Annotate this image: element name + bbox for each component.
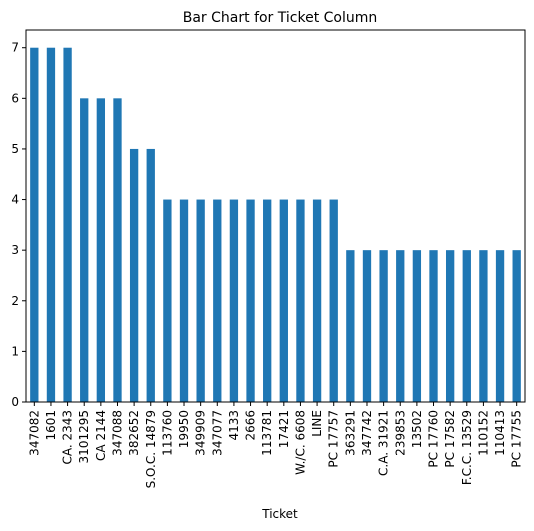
bar-17: [312, 199, 322, 402]
bar-19: [346, 250, 355, 402]
bar-2: [63, 47, 72, 402]
x-tick-label: 17421: [277, 410, 291, 448]
bar-3: [80, 98, 89, 402]
x-tick-label: 347088: [110, 410, 124, 456]
bar-28: [495, 250, 505, 402]
x-tick-label: 110152: [476, 410, 490, 456]
x-tick-label: 347077: [210, 410, 224, 456]
bar-15: [279, 199, 288, 402]
y-tick-label: 2: [11, 294, 19, 308]
bar-5: [113, 98, 122, 402]
bar-10: [196, 199, 205, 402]
bar-23: [412, 250, 422, 402]
x-tick-label: CA. 2343: [61, 410, 75, 465]
bars-group: [30, 47, 521, 402]
bar-26: [462, 250, 471, 402]
x-axis: 347082 1601 CA. 2343 3101295 CA 2144 347088 38…: [27, 402, 524, 488]
chart-title: Bar Chart for Ticket Column: [183, 10, 378, 26]
x-tick-label: 347082: [27, 410, 41, 456]
x-tick-label: F.C.C. 13529: [460, 410, 474, 485]
x-tick-label: 349909: [194, 410, 208, 456]
bar-1: [46, 47, 56, 402]
y-tick-label: 0: [11, 395, 19, 409]
x-tick-label: C.A. 31921: [377, 410, 391, 476]
x-tick-label: PC 17755: [510, 410, 524, 468]
y-tick-label: 4: [11, 193, 19, 207]
x-tick-label: 19950: [177, 410, 191, 448]
x-tick-label: PC 17582: [443, 410, 457, 468]
x-tick-label: LINE: [310, 410, 324, 437]
y-tick-label: 1: [11, 344, 19, 358]
y-tick-label: 6: [11, 91, 19, 105]
bar-8: [163, 199, 172, 402]
x-tick-label: 239853: [393, 410, 407, 456]
y-tick-label: 5: [11, 142, 19, 156]
bar-4: [96, 98, 106, 402]
x-tick-label: 4133: [227, 410, 241, 441]
x-tick-label: 363291: [343, 410, 357, 456]
bar-13: [246, 199, 255, 402]
x-tick-label: PC 17760: [427, 410, 441, 468]
bar-21: [379, 250, 388, 402]
bar-18: [329, 199, 338, 402]
x-tick-label: S.O.C. 14879: [144, 410, 158, 488]
bar-12: [229, 199, 239, 402]
bar-27: [479, 250, 488, 402]
x-tick-label: 347742: [360, 410, 374, 456]
bar-7: [146, 148, 155, 402]
x-tick-label: PC 17757: [327, 410, 341, 468]
x-tick-label: 113781: [260, 410, 274, 456]
x-tick-label: 13502: [410, 410, 424, 448]
bar-29: [512, 250, 521, 402]
y-tick-label: 7: [11, 41, 19, 55]
plot-frame: [25, 29, 526, 403]
x-tick-label: 110413: [493, 410, 507, 456]
bar-14: [263, 199, 272, 402]
x-tick-label: 3101295: [77, 410, 91, 463]
bar-9: [179, 199, 189, 402]
y-axis: 0 1 2 3 4 5 6 7: [11, 41, 26, 409]
bar-16: [296, 199, 305, 402]
x-tick-label: W./C. 6608: [293, 410, 307, 475]
y-tick-label: 3: [11, 243, 19, 257]
x-axis-label: Ticket: [261, 507, 298, 521]
x-tick-label: CA 2144: [94, 410, 108, 461]
bar-6: [129, 148, 139, 402]
x-tick-label: 1601: [44, 410, 58, 441]
bar-22: [396, 250, 405, 402]
bar-0: [30, 47, 39, 402]
bar-24: [429, 250, 438, 402]
bar-25: [445, 250, 455, 402]
bar-11: [213, 199, 222, 402]
bar-20: [362, 250, 372, 402]
x-tick-label: 113760: [160, 410, 174, 456]
x-tick-label: 382652: [127, 410, 141, 456]
x-tick-label: 2666: [244, 410, 258, 441]
